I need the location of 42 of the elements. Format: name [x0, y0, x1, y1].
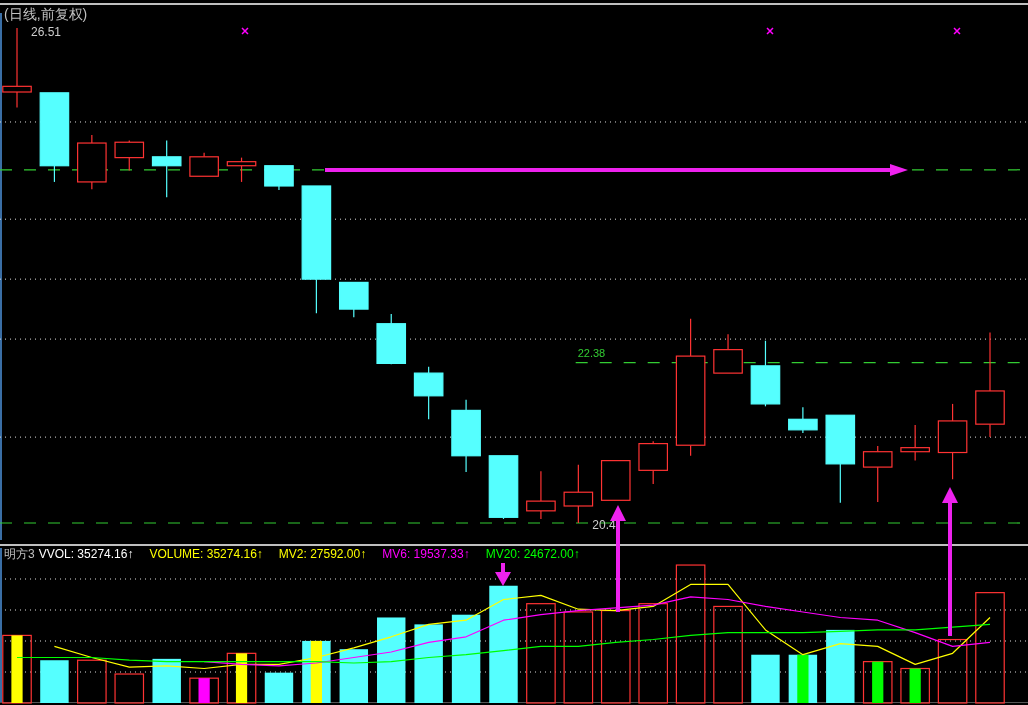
bar: [40, 660, 69, 703]
annotation: 26.51: [31, 25, 62, 39]
candlestick: [451, 399, 481, 473]
ref-line-label: 22.38: [577, 346, 606, 359]
candlestick: [975, 332, 1005, 438]
bar: [226, 652, 257, 704]
bar: [198, 678, 210, 703]
bar: [152, 658, 181, 703]
bar: [77, 659, 107, 704]
bar: [2, 634, 32, 704]
text: MV2: 27592.00↑: [278, 547, 367, 561]
bar: [414, 624, 443, 703]
bar: [797, 654, 809, 703]
bar: [975, 592, 1005, 704]
bar: [451, 614, 481, 703]
bar: [675, 564, 706, 704]
bar: [526, 603, 556, 704]
bar: [909, 668, 921, 703]
text: VOLUME: 35274.16↑: [149, 547, 263, 561]
bar: [862, 661, 893, 704]
bar: [713, 605, 743, 704]
bar: [264, 672, 294, 703]
bar: [638, 603, 669, 704]
chart-title: 明方3: [4, 547, 35, 561]
bar: [11, 635, 23, 703]
annotation: 20.4: [592, 518, 617, 532]
bar: [377, 617, 406, 703]
text: MV20: 24672.00↑: [485, 547, 580, 561]
candlestick: [2, 27, 32, 108]
candlestick: [788, 406, 818, 434]
bar: [872, 661, 884, 703]
bar: [339, 649, 369, 703]
bar: [563, 611, 594, 704]
candlestick: [526, 470, 556, 520]
bar: [189, 677, 219, 704]
bar: [751, 654, 780, 703]
chart-title: (日线,前复权): [4, 6, 88, 22]
bar: [114, 673, 145, 704]
text: MV6: 19537.33↑: [382, 547, 470, 561]
text: VVOL: 35274.16↑: [38, 547, 134, 561]
bar: [826, 629, 855, 703]
bar: [900, 667, 930, 704]
